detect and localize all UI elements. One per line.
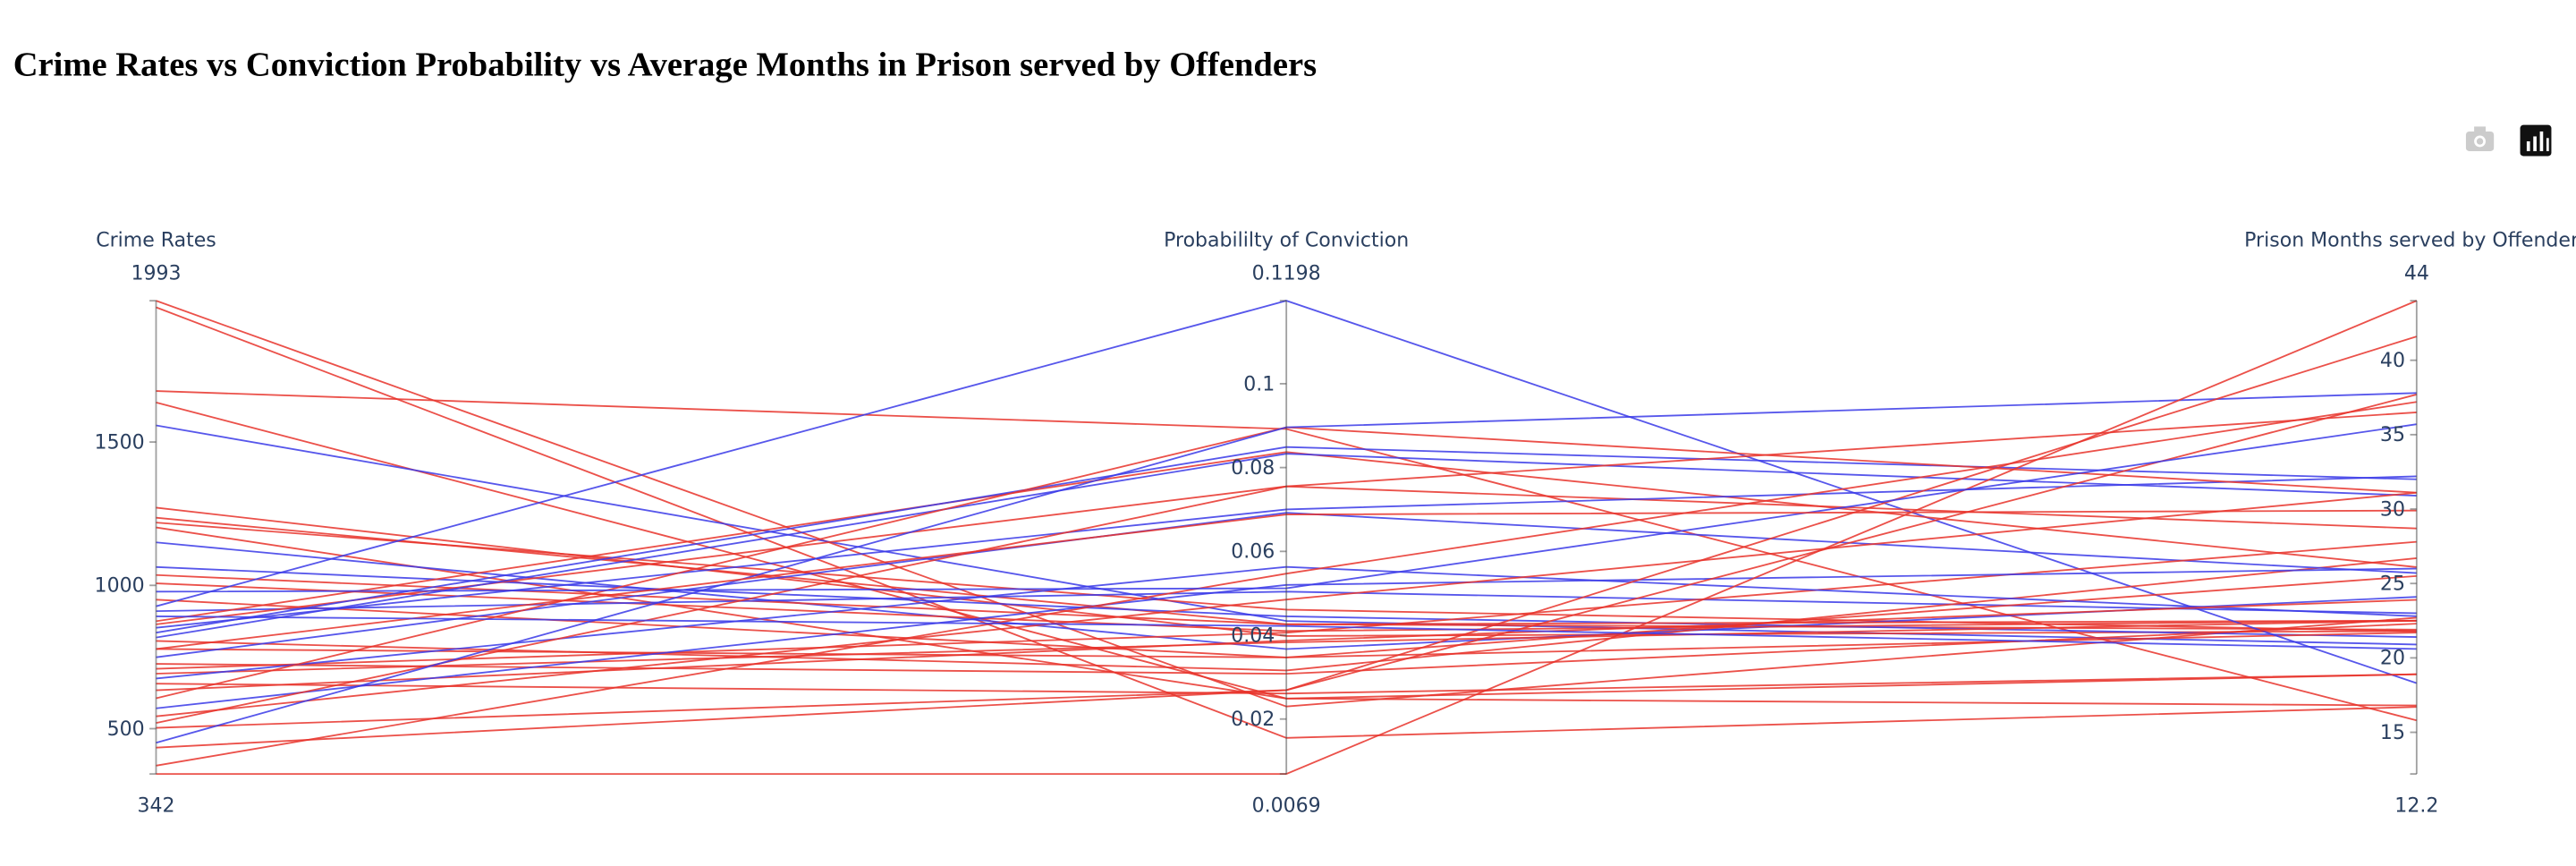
chart-title: Crime Rates vs Conviction Probability vs… bbox=[13, 47, 1317, 84]
range-max-label: 1993 bbox=[131, 262, 181, 284]
axis-title: Crime Rates bbox=[96, 230, 216, 252]
tick-label: 20 bbox=[2380, 648, 2405, 670]
tick-label: 500 bbox=[107, 718, 145, 741]
range-min-label: 12.2 bbox=[2394, 794, 2438, 817]
plotly-logo[interactable] bbox=[2520, 124, 2552, 157]
tick-label: 1000 bbox=[95, 575, 145, 598]
range-max-label: 44 bbox=[2404, 262, 2429, 284]
tick-label: 25 bbox=[2380, 573, 2405, 596]
tick-label: 0.04 bbox=[1231, 624, 1275, 647]
tick-label: 35 bbox=[2380, 424, 2405, 446]
tick-label: 0.02 bbox=[1231, 709, 1275, 731]
range-min-label: 342 bbox=[137, 794, 174, 817]
range-max-label: 0.1198 bbox=[1252, 262, 1321, 284]
modebar bbox=[2465, 124, 2552, 157]
axis-title: Prison Months served by Offenders bbox=[2244, 230, 2576, 252]
tick-label: 40 bbox=[2380, 350, 2405, 372]
axes: Crime Rates 1993 342 500 1000 1500 Probabililt… bbox=[95, 230, 2576, 818]
tick-label: 0.1 bbox=[1243, 373, 1275, 395]
camera-icon[interactable] bbox=[2465, 126, 2495, 151]
tick-label: 30 bbox=[2380, 498, 2405, 521]
tick-label: 15 bbox=[2380, 722, 2405, 744]
axis-title: Probabililty of Conviction bbox=[1164, 230, 1409, 252]
tick-label: 1500 bbox=[95, 431, 145, 454]
tick-label: 0.08 bbox=[1231, 457, 1275, 480]
tick-label: 0.06 bbox=[1231, 541, 1275, 564]
range-min-label: 0.0069 bbox=[1252, 794, 1321, 817]
